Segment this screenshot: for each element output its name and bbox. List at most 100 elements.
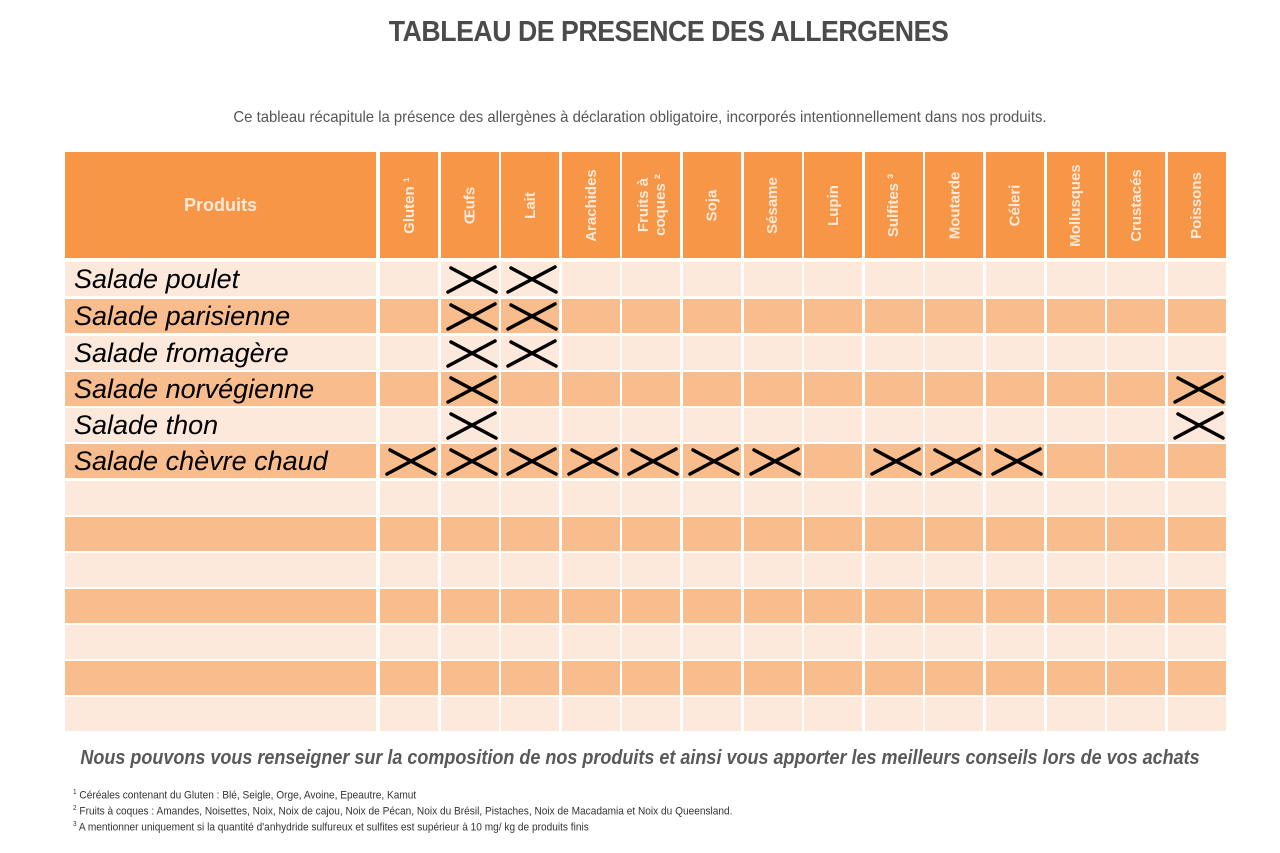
- allergen-cell: [1167, 262, 1226, 296]
- allergen-cell: [1167, 372, 1226, 406]
- allergen-cell: [683, 697, 741, 731]
- product-name: Salade thon: [65, 408, 376, 442]
- allergen-cell: [501, 336, 560, 370]
- allergen-cell: [622, 299, 681, 333]
- allergen-cell: [925, 517, 984, 551]
- allergen-cell: [986, 553, 1044, 587]
- product-name: [65, 553, 376, 587]
- allergen-column-header: Mollusques: [1046, 152, 1105, 258]
- allergen-cell: [622, 697, 681, 731]
- allergen-cell: [804, 336, 863, 370]
- table-row: [65, 481, 1227, 515]
- allergen-cell: [501, 625, 560, 659]
- footnote-text: Fruits à coques : Amandes, Noisettes, No…: [76, 805, 733, 818]
- allergen-cell: [986, 262, 1044, 296]
- allergen-cell: [561, 444, 620, 478]
- allergen-cell: [864, 517, 923, 551]
- allergen-cell: [561, 336, 620, 370]
- product-name: Salade chèvre chaud: [65, 444, 376, 478]
- allergen-cell: [622, 372, 681, 406]
- allergen-label: Arachides: [582, 168, 600, 242]
- allergen-cell: [925, 625, 984, 659]
- footnote-2: 2 Fruits à coques : Amandes, Noisettes, …: [73, 805, 732, 818]
- allergen-cell: [804, 408, 863, 442]
- allergen-cell: [1046, 661, 1105, 695]
- allergen-cell: [622, 625, 681, 659]
- allergen-cell: [1046, 372, 1105, 406]
- allergen-cell: [1167, 481, 1226, 515]
- allergen-cell: [1167, 336, 1226, 370]
- allergen-cell: [561, 517, 620, 551]
- allergen-cell: [501, 589, 560, 623]
- allergen-cell: [380, 481, 438, 515]
- allergen-cell: [1046, 553, 1105, 587]
- allergen-cell: [864, 661, 923, 695]
- table-row: Salade chèvre chaud: [65, 444, 1227, 478]
- allergen-cell: [743, 481, 802, 515]
- allergen-cell: [561, 661, 620, 695]
- allergen-label: Œufs: [461, 186, 479, 224]
- allergen-cell: [440, 372, 499, 406]
- allergen-cell: [1107, 262, 1166, 296]
- allergen-cell: [986, 481, 1044, 515]
- allergen-label: Crustacés: [1127, 168, 1145, 242]
- allergen-cell: [622, 336, 681, 370]
- allergen-cell: [1167, 408, 1226, 442]
- allergen-cell: [743, 299, 802, 333]
- allergen-cell: [1167, 299, 1226, 333]
- allergen-cell: [683, 299, 741, 333]
- allergen-cell: [501, 481, 560, 515]
- table-row: Salade parisienne: [65, 299, 1227, 333]
- allergen-cell: [440, 625, 499, 659]
- allergen-cell: [986, 408, 1044, 442]
- allergen-column-header: Céleri: [986, 152, 1044, 258]
- allergen-cell: [440, 553, 499, 587]
- allergen-cell: [683, 625, 741, 659]
- allergen-cell: [986, 625, 1044, 659]
- allergen-cell: [804, 444, 863, 478]
- allergen-cell: [925, 372, 984, 406]
- products-column-header: Produits: [65, 152, 376, 258]
- allergen-cell: [380, 697, 438, 731]
- allergen-cell: [380, 299, 438, 333]
- allergen-cell: [561, 372, 620, 406]
- allergen-cell: [1167, 625, 1226, 659]
- allergen-label: Lupin: [824, 184, 842, 226]
- allergen-cell: [986, 697, 1044, 731]
- allergen-label: Mollusques: [1067, 163, 1085, 247]
- allergen-cell: [864, 336, 923, 370]
- cross-mark-icon: [870, 447, 922, 476]
- allergen-cell: [440, 299, 499, 333]
- cross-mark-icon: [445, 302, 498, 331]
- allergen-cell: [804, 625, 863, 659]
- product-name: [65, 589, 376, 623]
- footnote-text: Céréales contenant du Gluten : Blé, Seig…: [76, 789, 417, 802]
- allergen-cell: [925, 299, 984, 333]
- allergen-cell: [440, 517, 499, 551]
- allergen-cell: [622, 589, 681, 623]
- footnote-number: 1: [73, 789, 77, 796]
- allergen-cell: [683, 481, 741, 515]
- allergen-cell: [501, 444, 560, 478]
- allergen-cell: [683, 372, 741, 406]
- allergen-cell: [743, 661, 802, 695]
- allergen-cell: [804, 553, 863, 587]
- allergen-cell: [501, 372, 560, 406]
- allergen-column-header: Gluten ¹: [380, 152, 438, 258]
- allergen-cell: [380, 661, 438, 695]
- page-title: TABLEAU DE PRESENCE DES ALLERGENES: [388, 16, 949, 48]
- cross-mark-icon: [445, 375, 498, 404]
- allergen-cell: [1107, 299, 1166, 333]
- allergen-cell: [804, 372, 863, 406]
- product-name: [65, 517, 376, 551]
- allergen-label: Poissons: [1188, 171, 1206, 239]
- allergen-cell: [986, 589, 1044, 623]
- allergen-cell: [1107, 553, 1166, 587]
- allergen-cell: [743, 553, 802, 587]
- footnote-3: 3 A mentionner uniquement si la quantité…: [73, 821, 589, 834]
- allergen-cell: [561, 262, 620, 296]
- allergen-cell: [743, 372, 802, 406]
- allergen-cell: [622, 481, 681, 515]
- allergen-label: Gluten ¹: [400, 176, 418, 234]
- allergen-cell: [864, 697, 923, 731]
